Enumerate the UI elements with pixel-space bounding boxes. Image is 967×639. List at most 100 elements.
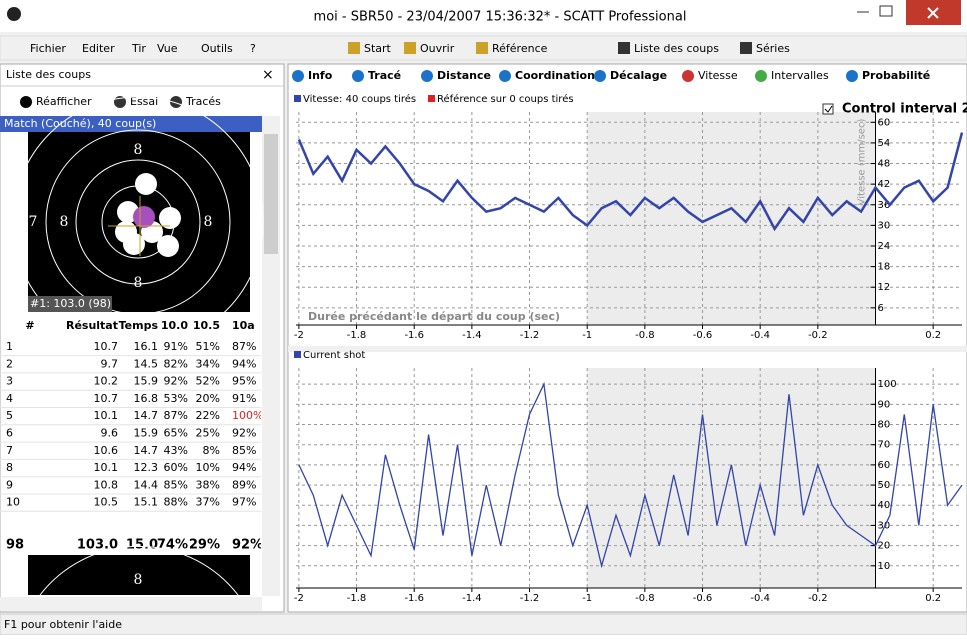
tab[interactable]: Vitesse [698,69,738,82]
cell: 10.8 [94,478,119,491]
tool-icon[interactable] [618,42,630,54]
tab[interactable]: Probabilité [862,69,930,82]
x-tick-label: -1.2 [520,330,540,341]
total-cell: 92% [232,538,263,553]
tab-icon[interactable] [682,70,694,82]
tool-icon[interactable] [476,42,488,54]
tab[interactable]: Décalage [610,69,667,82]
tab-icon[interactable] [499,70,511,82]
cell: 37% [196,496,220,509]
cell: 34% [196,357,220,370]
cell: 10.6 [94,444,119,457]
y-tick-label: 50 [878,480,891,491]
menu-item[interactable]: Vue [157,42,178,55]
cell: 91% [164,340,188,353]
cell: 87% [164,409,188,422]
panel-close[interactable]: × [262,67,274,83]
tab-icon[interactable] [594,70,606,82]
column-header[interactable]: # [25,319,34,332]
menu-item[interactable]: ? [250,42,256,55]
tab[interactable]: Distance [437,69,491,82]
tool-icon[interactable] [348,42,360,54]
menu-item[interactable]: Fichier [30,42,66,55]
cell: 82% [164,357,188,370]
window-title: moi - SBR50 - 23/04/2007 15:36:32* - SCA… [314,10,687,25]
cell: 51% [196,340,220,353]
column-header[interactable]: Temps [119,319,159,332]
tab[interactable]: Info [308,69,333,82]
column-header[interactable]: 10a [232,319,255,332]
x-tick-label: -1 [582,593,592,604]
checkbox-label[interactable]: Control interval 2 [842,102,967,117]
menu-item[interactable]: Outils [201,42,233,55]
cell: 43% [164,444,188,457]
cell: 94% [232,357,256,370]
total-cell: 103.0 [77,538,118,553]
cell: 14.5 [134,357,159,370]
y-tick-label: 18 [878,262,891,273]
tab-icon[interactable] [352,70,364,82]
y-tick-label: 24 [878,241,891,252]
cell: 94% [232,461,256,474]
cell: 3 [6,375,13,388]
tool-button[interactable]: Séries [756,42,790,55]
action[interactable]: Tracés [185,95,221,108]
cell: 15.9 [134,375,159,388]
v-thumb[interactable] [264,134,278,254]
action[interactable]: Réafficher [36,95,92,108]
y-tick-label: 48 [878,159,891,170]
x-tick-label: -0.4 [750,330,770,341]
cell: 16.1 [134,340,159,353]
window: moi - SBR50 - 23/04/2007 15:36:32* - SCA… [0,0,967,635]
menu-item[interactable]: Tir [131,42,146,55]
action-icon[interactable] [20,96,32,108]
tool-button[interactable]: Ouvrir [420,42,455,55]
cell: 25% [196,427,220,440]
tab-icon[interactable] [421,70,433,82]
ring-label: 8 [134,275,143,291]
y-tick-label: 10 [878,561,891,572]
tool-icon[interactable] [740,42,752,54]
tool-icon[interactable] [404,42,416,54]
x-tick-label: -0.2 [808,330,828,341]
y-tick-label: 12 [878,282,891,293]
x-tick-label: -1.4 [462,330,482,341]
cell: 10% [196,461,220,474]
legend-swatch [294,351,301,358]
x-tick-label: 0.2 [925,593,941,604]
y-axis-label: Vitesse (mm/sec) [857,119,868,206]
tab-icon[interactable] [755,70,767,82]
cell: 5 [6,409,13,422]
h-scroll[interactable] [0,597,262,611]
splitter[interactable] [288,346,967,352]
legend-swatch [294,95,301,102]
y-tick-label: 42 [878,179,891,190]
y-tick-label: 70 [878,440,891,451]
cell: 9.6 [101,427,119,440]
menu-item[interactable]: Editer [82,42,115,55]
ring-label: 8 [134,142,143,158]
match-label: Match (Couché), 40 coup(s) [4,117,156,130]
tab[interactable]: Intervalles [771,69,829,82]
cell: 38% [196,478,220,491]
cell: 14.4 [134,478,159,491]
x-tick-label: -1 [582,330,592,341]
tab-icon[interactable] [846,70,858,82]
column-header[interactable]: Résultat [66,319,118,332]
cell: 88% [164,496,188,509]
ring-label: 8 [134,572,143,588]
tool-button[interactable]: Liste des coups [634,42,719,55]
column-header[interactable]: 10.5 [193,319,220,332]
tab[interactable]: Tracé [368,69,401,82]
tab[interactable]: Coordination [515,69,595,82]
cell: 22% [196,409,220,422]
app-icon [7,7,21,21]
tool-button[interactable]: Start [364,42,392,55]
tab-icon[interactable] [292,70,304,82]
tool-button[interactable]: Référence [492,42,548,55]
column-header[interactable]: 10.0 [161,319,188,332]
cell: 2 [6,357,13,370]
cell: 10 [6,496,20,509]
legend-swatch [428,95,435,102]
cell: 85% [164,478,188,491]
